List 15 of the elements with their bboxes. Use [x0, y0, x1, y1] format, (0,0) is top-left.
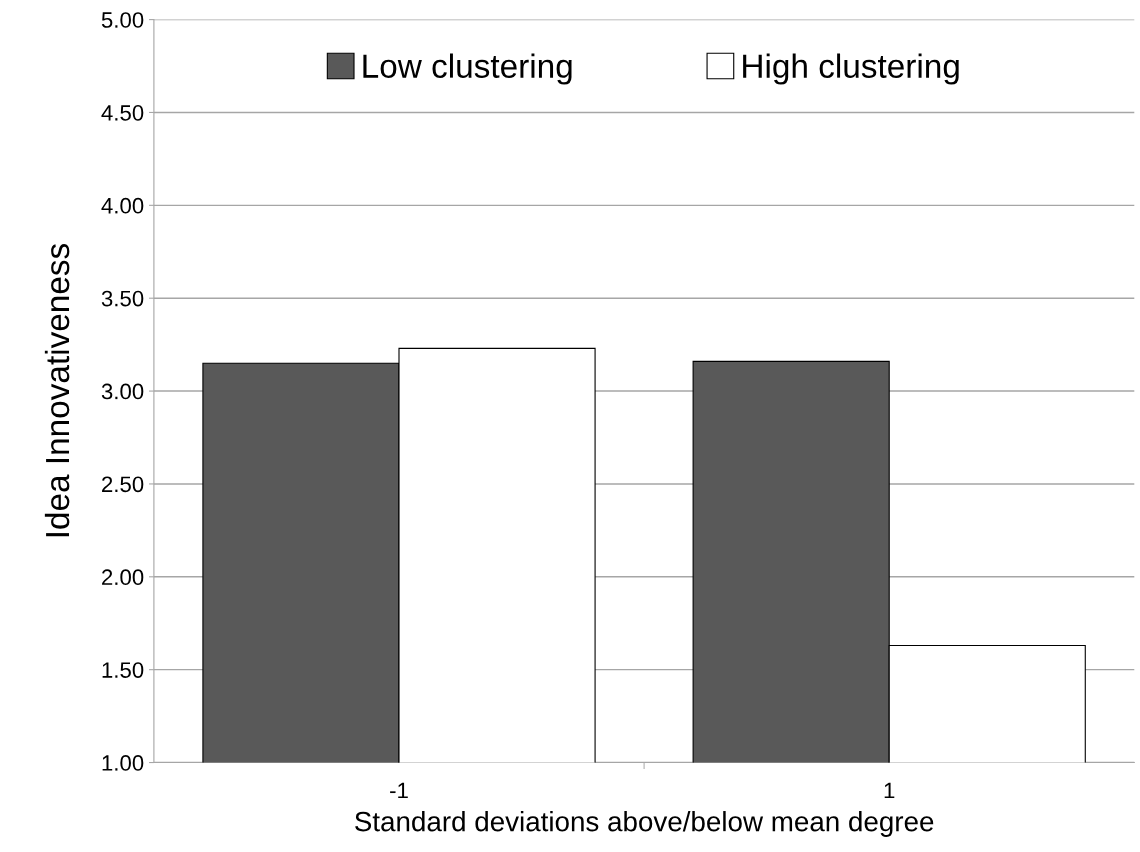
- y-axis-title: Idea Innovativeness: [44, 244, 70, 537]
- y-tick-label: 1.50: [102, 662, 144, 678]
- y-tick-label: 1.00: [102, 755, 144, 771]
- y-tick-label: 4.50: [101, 105, 144, 121]
- y-tick-label: 3.50: [101, 290, 144, 307]
- y-tick-label: 3.00: [101, 383, 144, 400]
- y-tick-label: 2.00: [102, 569, 144, 586]
- y-tick-label: 5.00: [101, 12, 144, 28]
- x-axis-title: Standard deviations above/below mean degree: [355, 811, 934, 837]
- x-tick-label: -1: [390, 782, 408, 799]
- legend-label: Low clustering: [363, 53, 572, 85]
- x-tick-label: 1: [884, 782, 895, 799]
- y-tick-label: 4.00: [101, 197, 144, 214]
- legend-label: High clustering: [743, 53, 959, 85]
- y-tick-label: 2.50: [102, 476, 144, 493]
